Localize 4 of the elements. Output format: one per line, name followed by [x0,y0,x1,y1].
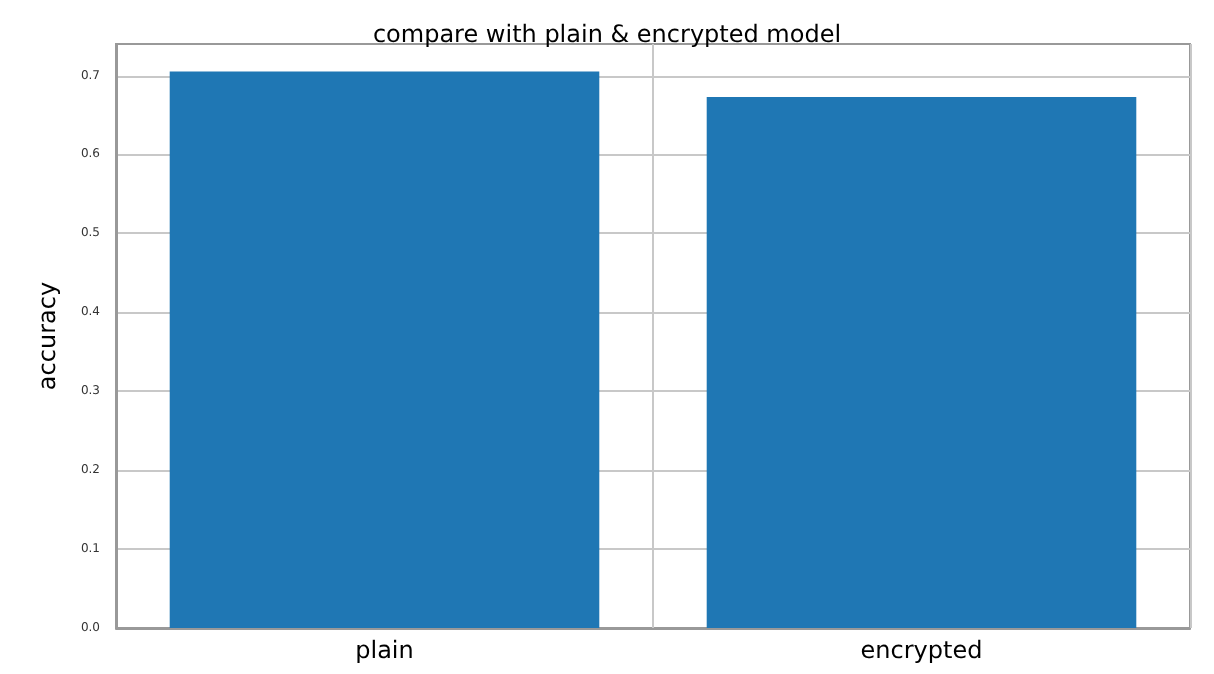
y-axis-title: accuracy [33,281,62,391]
x-tick-label: encrypted [860,636,983,664]
chart-title: compare with plain & encrypted model [372,20,842,48]
x-tick-label: plain [355,636,414,664]
